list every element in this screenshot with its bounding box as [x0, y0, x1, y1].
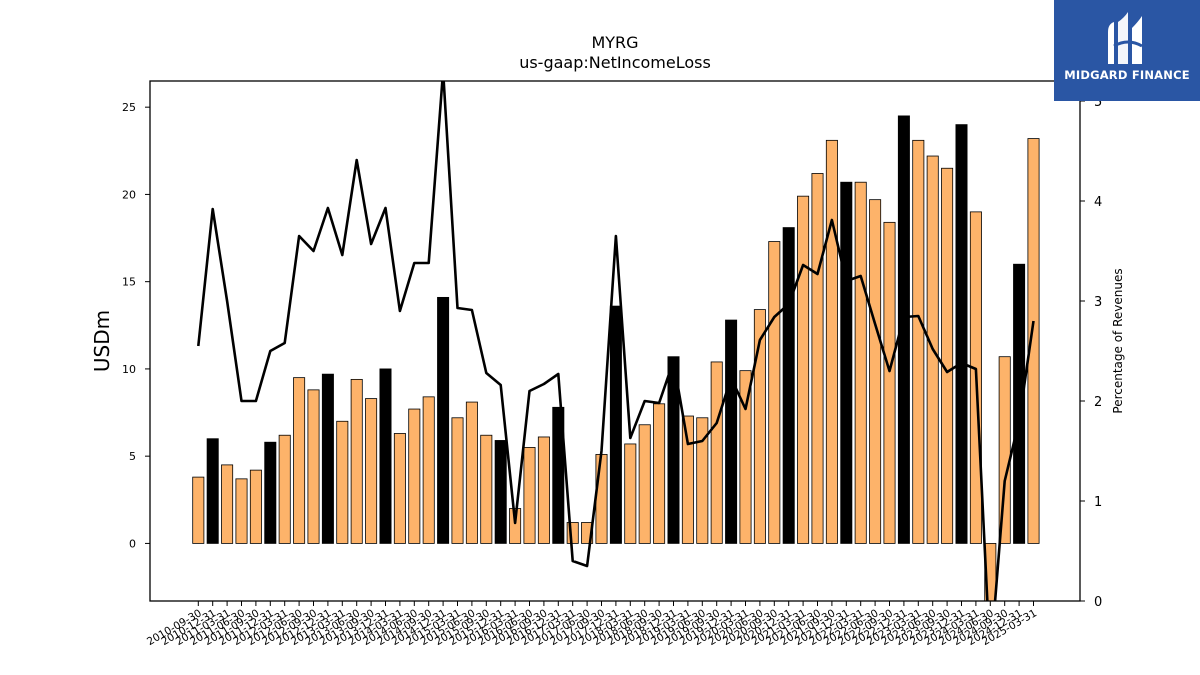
bar-2011-03-31	[221, 464, 234, 544]
bar-2019-12-31	[725, 319, 738, 544]
bar-2011-06-30	[235, 478, 248, 544]
y-tick-label: 10	[122, 363, 136, 376]
y-axis-label: USDm	[90, 310, 114, 372]
y2-axis-label: Percentage of Revenues	[1111, 268, 1125, 413]
percentage-line	[197, 81, 1035, 601]
y-axis-right: 0 1 2 3 4 5	[1080, 95, 1102, 610]
y-tick-label: 25	[122, 101, 136, 114]
bar-2016-12-31	[552, 406, 565, 544]
bar-2011-12-31	[264, 441, 277, 544]
y2-tick-label: 2	[1094, 395, 1102, 410]
logo-text: MIDGARD FINANCE	[1064, 68, 1190, 82]
bar-2014-12-31	[437, 296, 450, 544]
bar-2014-03-31	[393, 433, 406, 544]
bar-2013-09-30	[365, 398, 378, 544]
bar-2019-06-30	[696, 417, 709, 544]
bar-2015-03-31	[451, 417, 464, 544]
bar-2020-12-31	[782, 227, 795, 544]
bar-2017-12-31	[609, 305, 622, 544]
bar-2017-09-30	[595, 454, 608, 544]
y-axis-left: 0 5 10 15 20 25	[122, 101, 150, 550]
y2-tick-label: 5	[1094, 95, 1102, 110]
y2-tick-label: 3	[1094, 295, 1102, 310]
bar-2018-03-31	[624, 443, 637, 544]
bar-2016-09-30	[537, 436, 550, 544]
bar-2021-09-30	[825, 139, 838, 544]
bar-2020-06-30	[753, 309, 766, 544]
bar-2015-12-31	[494, 440, 507, 544]
y2-tick-label: 4	[1094, 195, 1102, 210]
bar-2013-03-31	[336, 420, 349, 544]
y2-tick-label: 1	[1094, 495, 1102, 510]
bar-2018-12-31	[667, 356, 680, 544]
brand-logo: MIDGARD FINANCE	[1054, 0, 1200, 101]
bar-2010-12-31	[206, 438, 219, 544]
bar-2015-09-30	[480, 434, 493, 544]
bar-2023-09-30	[941, 167, 954, 544]
bar-2016-03-31	[509, 508, 522, 544]
y-tick-label: 15	[122, 276, 136, 289]
bar-2022-03-31	[854, 181, 867, 544]
bar-2014-09-30	[422, 396, 435, 544]
bar-2019-03-31	[681, 415, 694, 544]
bar-2021-12-31	[840, 181, 853, 544]
bar-2021-03-31	[797, 195, 810, 544]
bar-2018-09-30	[653, 403, 666, 544]
bar-2020-03-31	[739, 370, 752, 544]
midgard-logo-icon	[1108, 12, 1143, 64]
bars-layer	[192, 115, 1040, 601]
bar-2012-12-31	[321, 373, 334, 544]
bar-2022-09-30	[883, 221, 896, 544]
y2-tick-label: 0	[1094, 595, 1102, 610]
bar-2018-06-30	[638, 424, 651, 544]
y-tick-label: 5	[129, 450, 136, 463]
bar-2016-06-30	[523, 447, 536, 544]
chart-subtitle: us-gaap:NetIncomeLoss	[519, 53, 711, 72]
bar-2012-06-30	[293, 377, 306, 544]
bar-2015-06-30	[465, 401, 478, 544]
bar-2013-06-30	[350, 378, 363, 544]
bar-2023-03-31	[912, 139, 925, 544]
bar-2010-09-30	[192, 476, 205, 544]
chart-title: MYRG	[591, 33, 638, 52]
y-tick-label: 0	[129, 537, 136, 550]
bar-2020-09-30	[768, 241, 781, 544]
bar-2022-06-30	[869, 199, 882, 544]
bar-2024-12-31	[1013, 263, 1026, 544]
line-layer	[197, 81, 1035, 601]
bar-2025-03-31	[1027, 138, 1040, 544]
bar-2023-12-31	[955, 124, 968, 544]
bar-2017-06-30	[581, 522, 594, 544]
x-axis: 2010-09-302010-12-312011-03-312011-06-30…	[145, 601, 1039, 648]
bar-2012-09-30	[307, 389, 320, 544]
bar-2019-09-30	[710, 361, 723, 544]
bar-2014-06-30	[408, 408, 421, 544]
plot-frame	[149, 80, 1081, 602]
bar-2012-03-31	[278, 434, 291, 544]
bar-2017-03-31	[566, 522, 579, 544]
bar-2011-09-30	[249, 469, 262, 544]
bar-2024-09-30	[998, 356, 1011, 544]
bar-2022-12-31	[897, 115, 910, 544]
bar-2013-12-31	[379, 368, 392, 544]
y-tick-label: 20	[122, 188, 136, 201]
bar-2021-06-30	[811, 173, 824, 544]
